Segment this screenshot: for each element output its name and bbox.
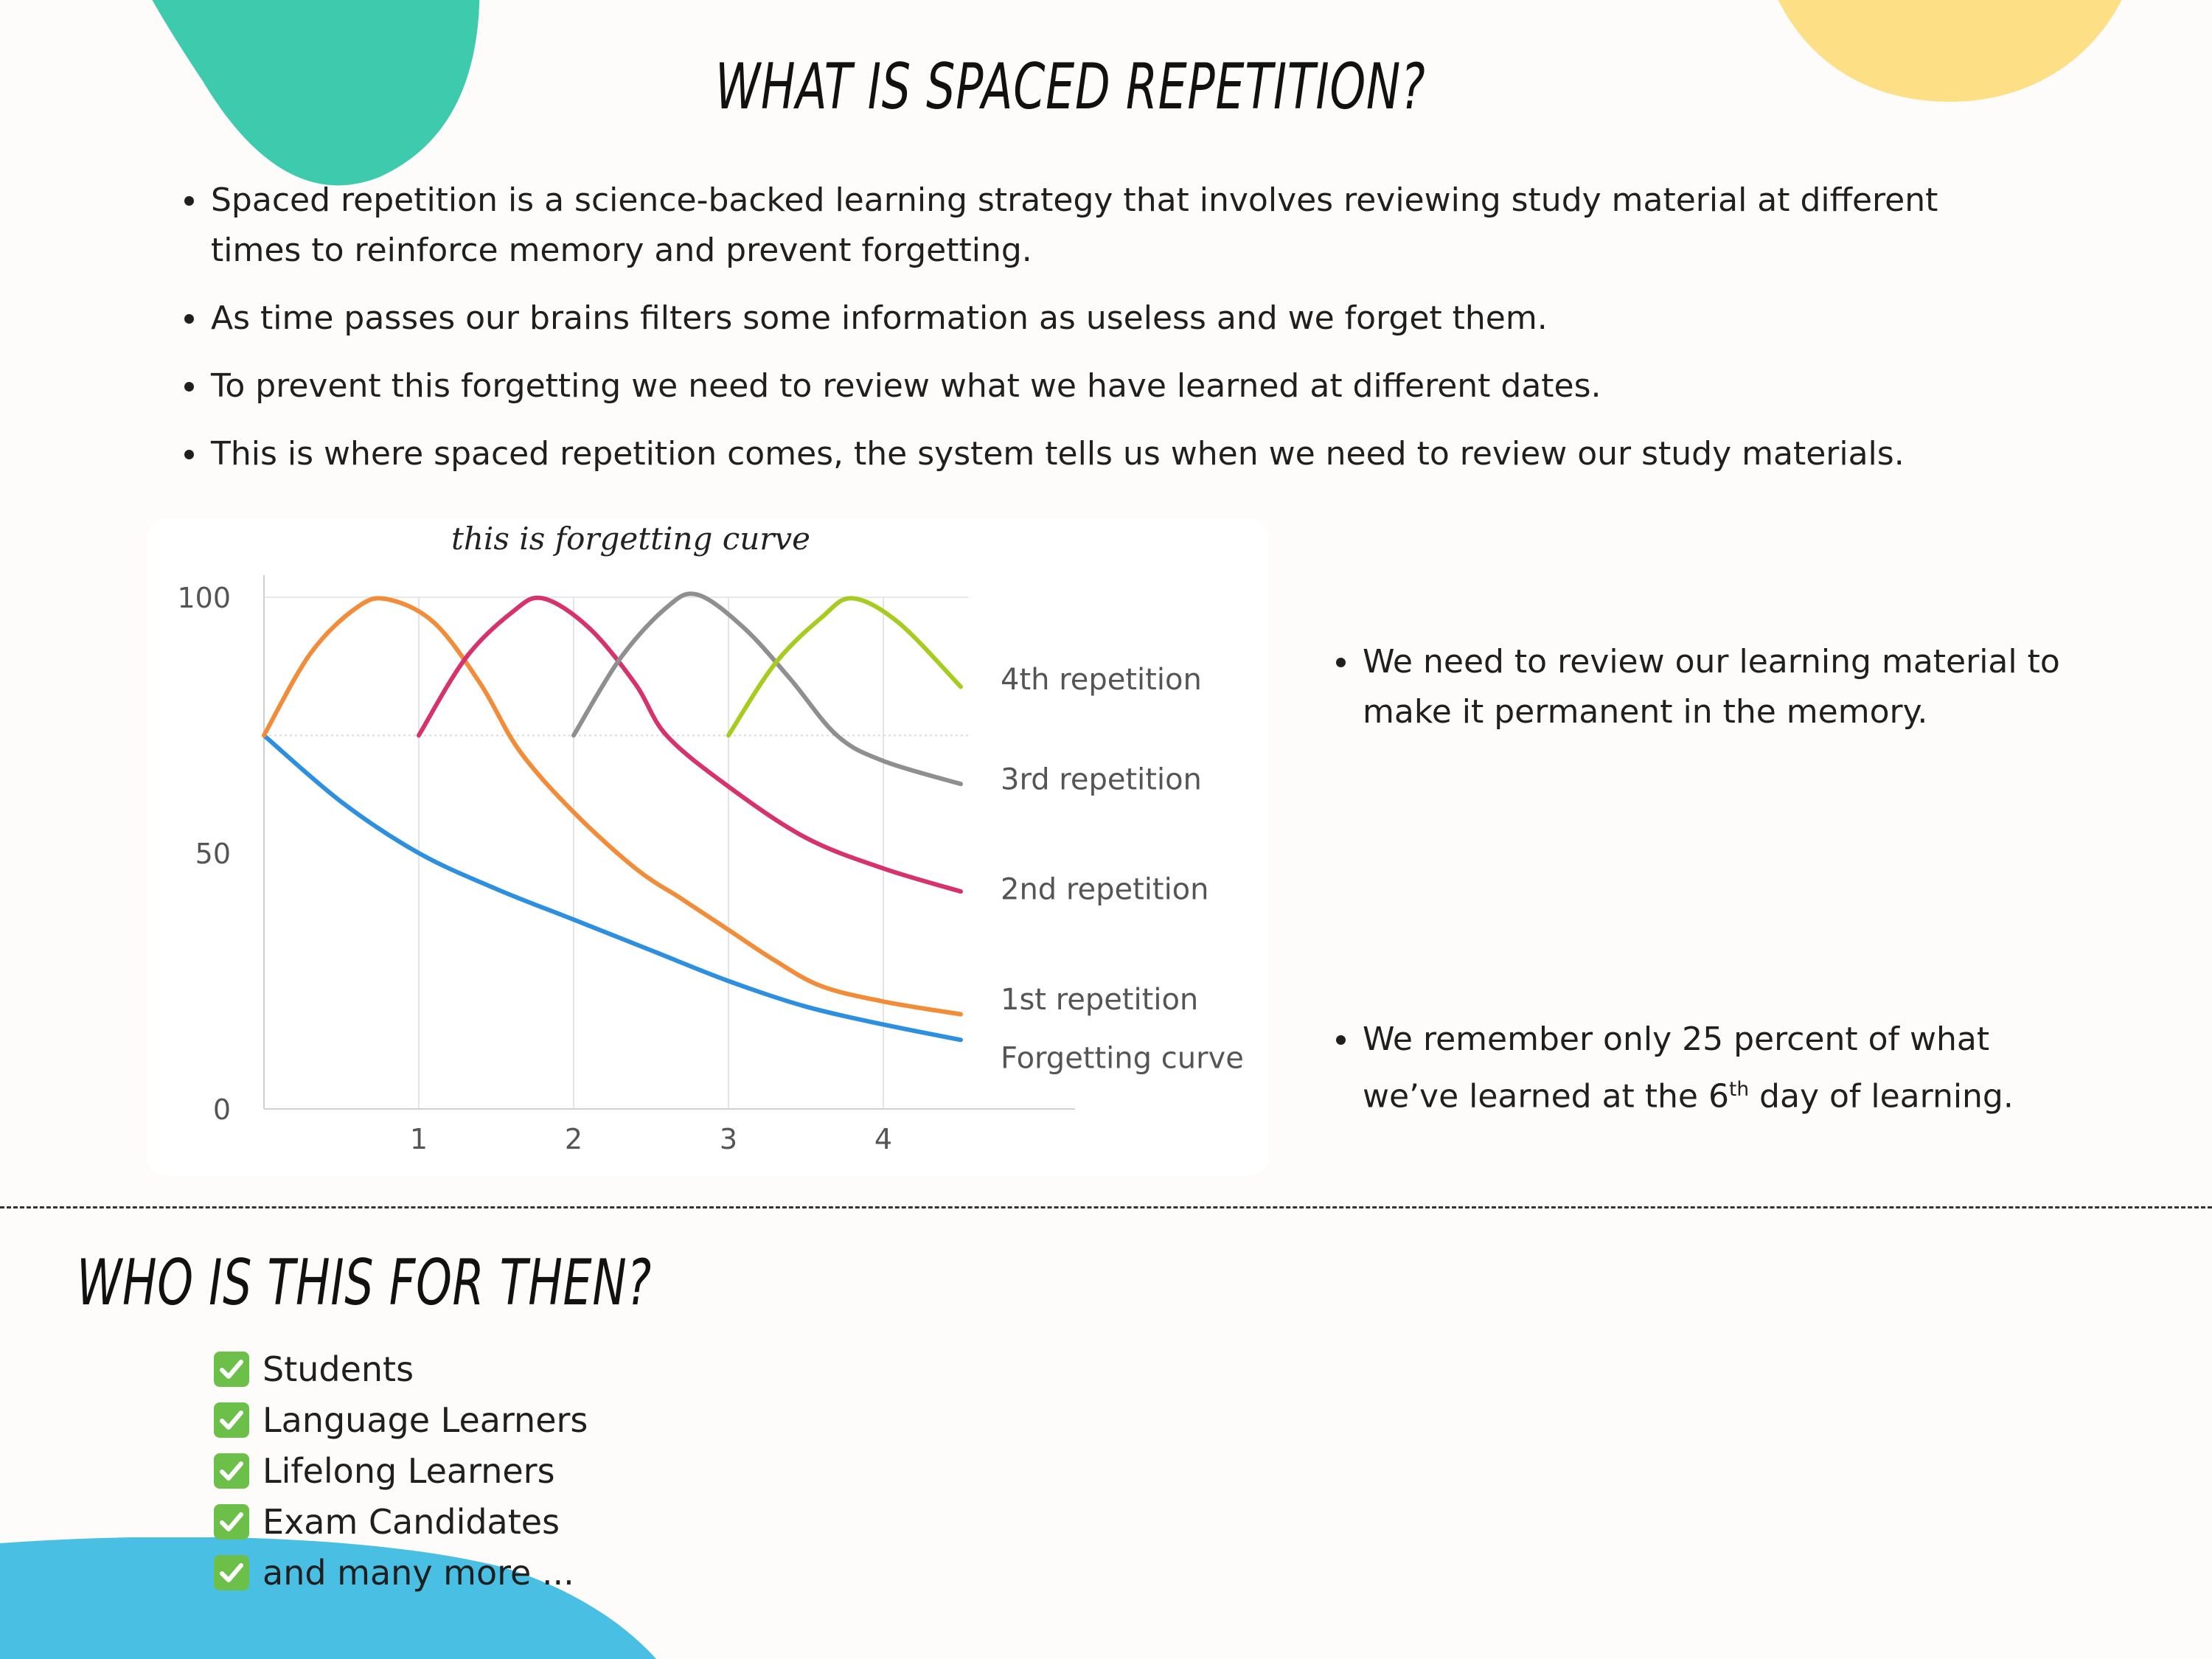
x-tick-label: 1 bbox=[410, 1123, 428, 1155]
series-label: 3rd repetition bbox=[1001, 762, 1202, 796]
y-tick-label: 100 bbox=[177, 582, 231, 614]
chart-canvas: 0 50 100 1 2 3 4 Forgetting curve 1st repetition… bbox=[177, 575, 1244, 1155]
page-title: WHAT IS SPACED REPETITION? bbox=[715, 50, 1426, 124]
list-item-label: Exam Candidates bbox=[262, 1501, 560, 1542]
intro-bullet: Spaced repetition is a science-backed le… bbox=[181, 175, 1966, 276]
blue-blob-decoration bbox=[0, 1537, 656, 1659]
check-mark-icon bbox=[214, 1351, 249, 1387]
series-line bbox=[726, 596, 963, 738]
blue-blob-shape bbox=[0, 1537, 656, 1659]
series-line bbox=[417, 595, 963, 894]
list-item: and many more ... bbox=[214, 1547, 588, 1598]
list-item-label: Lifelong Learners bbox=[262, 1450, 555, 1491]
intro-bullet: As time passes our brains filters some i… bbox=[181, 293, 1966, 344]
side-bullet-list: We remember only 25 percent of what we’v… bbox=[1333, 1015, 2070, 1140]
side-bullet-text: We remember only 25 percent of what we’v… bbox=[1363, 1020, 1990, 1116]
section-divider bbox=[0, 1206, 2212, 1208]
green-blob-shape bbox=[152, 0, 480, 186]
list-item-label: Language Learners bbox=[262, 1399, 588, 1440]
series-label: 4th repetition bbox=[1001, 663, 1202, 697]
yellow-blob-decoration bbox=[1778, 0, 2122, 102]
intro-bullet: To prevent this forgetting we need to re… bbox=[181, 361, 1966, 411]
check-mark-icon bbox=[214, 1453, 249, 1489]
forgetting-curve-chart: 0 50 100 1 2 3 4 Forgetting curve 1st repetition… bbox=[147, 519, 1268, 1175]
audience-checklist: Students Language Learners Lifelong Lear… bbox=[214, 1343, 588, 1598]
series-label: Forgetting curve bbox=[1001, 1042, 1244, 1076]
series-label: 1st repetition bbox=[1001, 983, 1198, 1017]
y-tick-label: 50 bbox=[195, 838, 231, 870]
intro-bullet: This is where spaced repetition comes, t… bbox=[181, 429, 1966, 479]
x-tick-label: 3 bbox=[720, 1123, 737, 1155]
y-tick-label: 0 bbox=[213, 1093, 231, 1126]
x-tick-label: 4 bbox=[874, 1123, 892, 1155]
list-item-label: Students bbox=[262, 1349, 414, 1389]
series-line bbox=[262, 733, 963, 1043]
section-title-audience: WHO IS THIS FOR THEN? bbox=[77, 1246, 652, 1320]
check-mark-icon bbox=[214, 1554, 249, 1590]
side-bullet-text-end: day of learning. bbox=[1749, 1077, 2014, 1116]
list-item: Lifelong Learners bbox=[214, 1445, 588, 1496]
list-item: Students bbox=[214, 1343, 588, 1394]
list-item: Language Learners bbox=[214, 1394, 588, 1445]
series-line bbox=[262, 596, 963, 1017]
series-label: 2nd repetition bbox=[1001, 873, 1209, 907]
side-bullet-review: We need to review our learning material … bbox=[1333, 637, 2070, 737]
list-item: Exam Candidates bbox=[214, 1496, 588, 1547]
check-mark-icon bbox=[214, 1503, 249, 1540]
green-blob-decoration bbox=[152, 0, 480, 186]
series-line bbox=[571, 591, 963, 787]
yellow-blob-shape bbox=[1778, 0, 2122, 102]
list-item-label: and many more ... bbox=[262, 1552, 574, 1593]
side-bullet-list: We need to review our learning material … bbox=[1333, 637, 2070, 755]
intro-bullet-list: Spaced repetition is a science-backed le… bbox=[181, 175, 1966, 497]
chart-handwritten-note: this is forgetting curve bbox=[451, 521, 810, 557]
check-mark-icon bbox=[214, 1402, 249, 1438]
side-bullet-remember: We remember only 25 percent of what we’v… bbox=[1333, 1015, 2070, 1122]
side-bullet-sup: th bbox=[1728, 1078, 1750, 1101]
x-tick-label: 2 bbox=[565, 1123, 582, 1155]
